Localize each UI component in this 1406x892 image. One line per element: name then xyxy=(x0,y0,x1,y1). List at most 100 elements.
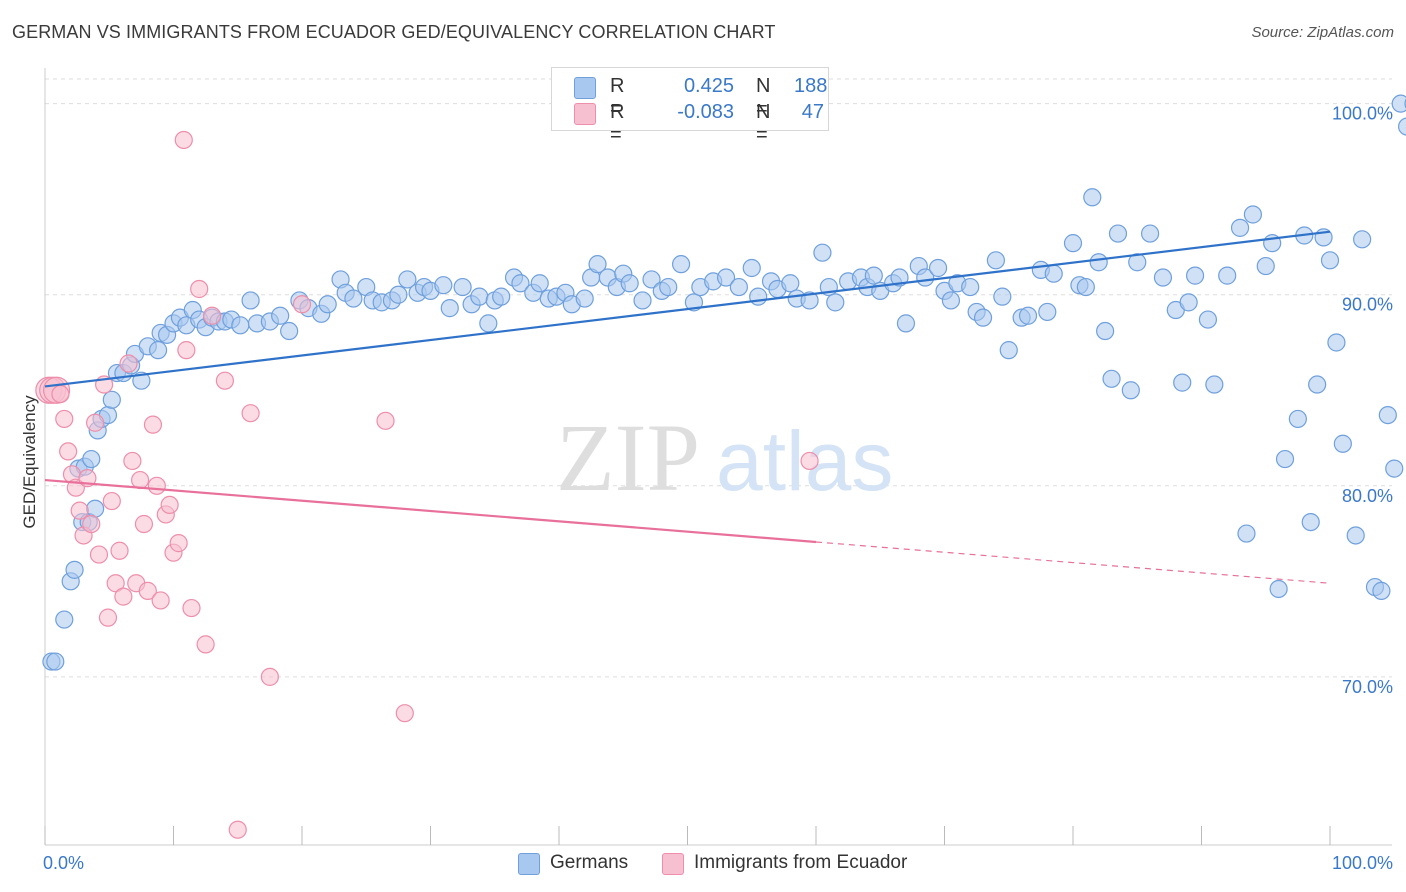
ecuador-point-27 xyxy=(147,476,166,495)
y-tick-label-70: 70.0% xyxy=(1342,677,1393,697)
german-point-46 xyxy=(344,289,363,308)
ecuador-point-44 xyxy=(376,411,395,430)
german-point-4 xyxy=(65,560,84,579)
legend-r-label: R = xyxy=(610,75,625,120)
german-point-140 xyxy=(1198,310,1218,329)
german-point-65 xyxy=(511,274,530,293)
german-point-57 xyxy=(440,299,459,318)
ecuador-point-5 xyxy=(59,442,78,461)
german-point-96 xyxy=(813,243,832,262)
ecuador-point-20 xyxy=(119,354,138,373)
ecuador-point-43 xyxy=(292,295,312,314)
trend-line-germans xyxy=(44,230,1331,388)
german-point-38 xyxy=(271,306,290,325)
legend-n-label: N = xyxy=(756,75,771,120)
german-point-152 xyxy=(1301,512,1320,532)
ecuador-point-23 xyxy=(130,470,150,490)
ecuador-point-35 xyxy=(182,598,201,618)
x-tick-label-min: 0.0% xyxy=(43,853,84,873)
german-point-139 xyxy=(1185,266,1205,285)
german-point-133 xyxy=(1128,253,1147,272)
german-point-134 xyxy=(1140,224,1160,243)
german-point-159 xyxy=(1353,230,1372,249)
german-point-132 xyxy=(1121,381,1140,400)
german-point-142 xyxy=(1218,266,1237,285)
ecuador-point-12 xyxy=(86,413,105,432)
legend-swatch-germans xyxy=(574,77,596,99)
german-point-164 xyxy=(1391,94,1406,113)
german-point-72 xyxy=(575,289,594,308)
german-point-123 xyxy=(1044,264,1063,283)
german-point-155 xyxy=(1320,251,1340,270)
ecuador-point-26 xyxy=(143,415,163,434)
bottom-legend-swatch-ecuador xyxy=(662,853,684,875)
german-point-93 xyxy=(781,274,800,293)
ecuador-point-17 xyxy=(106,574,125,593)
watermark-zip: ZIP xyxy=(556,404,700,511)
ecuador-point-24 xyxy=(134,514,154,534)
german-point-161 xyxy=(1372,581,1391,600)
german-point-106 xyxy=(896,314,916,333)
ecuador-point-25 xyxy=(138,581,157,600)
ecuador-point-21 xyxy=(123,451,142,471)
german-point-116 xyxy=(986,251,1006,270)
y-tick-label-80: 80.0% xyxy=(1342,486,1393,506)
german-point-135 xyxy=(1153,268,1173,287)
german-point-109 xyxy=(928,258,948,278)
chart-title: GERMAN VS IMMIGRANTS FROM ECUADOR GED/EQ… xyxy=(12,22,776,42)
german-point-79 xyxy=(633,291,652,310)
german-point-2 xyxy=(55,610,74,629)
ecuador-point-11 xyxy=(82,514,101,534)
y-tick-label-100: 100.0% xyxy=(1332,104,1393,124)
bottom-legend-swatch-germans xyxy=(518,853,540,875)
bottom-legend-label-ecuador: Immigrants from Ecuador xyxy=(694,852,908,873)
ecuador-point-8 xyxy=(70,501,89,520)
legend-n-value-germans: 188 xyxy=(794,75,828,97)
german-point-9 xyxy=(82,449,101,469)
ecuador-point-38 xyxy=(202,306,222,325)
german-point-146 xyxy=(1256,256,1275,276)
german-point-138 xyxy=(1179,293,1198,312)
ecuador-point-15 xyxy=(98,608,118,627)
legend-r-value-germans: 0.425 xyxy=(683,75,734,97)
german-point-14 xyxy=(102,390,121,409)
german-point-105 xyxy=(890,268,909,287)
german-point-149 xyxy=(1275,449,1295,469)
german-point-153 xyxy=(1308,375,1327,394)
german-point-95 xyxy=(800,291,819,310)
german-point-67 xyxy=(530,274,549,293)
series-germans-points xyxy=(42,94,1406,671)
german-point-43 xyxy=(318,295,337,314)
ecuador-point-33 xyxy=(174,130,193,150)
german-point-74 xyxy=(588,255,607,274)
german-point-21 xyxy=(148,341,168,360)
ecuador-point-36 xyxy=(190,279,209,299)
ecuador-point-34 xyxy=(177,341,196,360)
german-point-145 xyxy=(1243,205,1263,224)
german-point-88 xyxy=(729,277,749,297)
german-point-117 xyxy=(993,287,1012,306)
stats-legend: R = 0.425 N = 188 R = -0.083 N = 47 xyxy=(551,67,829,146)
german-point-78 xyxy=(620,274,639,293)
trend-line-ecuador xyxy=(44,478,817,544)
ecuador-point-46 xyxy=(800,451,819,471)
german-point-111 xyxy=(941,291,961,310)
ecuador-point-30 xyxy=(160,495,179,515)
german-point-34 xyxy=(231,316,250,335)
german-point-150 xyxy=(1288,409,1307,429)
german-point-87 xyxy=(716,268,736,287)
ecuador-point-37 xyxy=(196,635,215,654)
german-point-118 xyxy=(999,341,1018,360)
german-point-82 xyxy=(659,277,678,297)
ecuador-point-41 xyxy=(241,404,260,423)
trend-line-ecuador-extrapolated xyxy=(815,541,1331,584)
legend-swatch-ecuador xyxy=(574,103,596,125)
trend-lines xyxy=(44,230,1331,584)
y-axis-title: GED/Equivalency xyxy=(20,395,39,529)
ecuador-point-28 xyxy=(151,591,170,610)
german-point-58 xyxy=(453,277,472,297)
german-point-156 xyxy=(1327,333,1346,352)
german-point-84 xyxy=(684,293,704,312)
ecuador-point-40 xyxy=(228,820,247,839)
